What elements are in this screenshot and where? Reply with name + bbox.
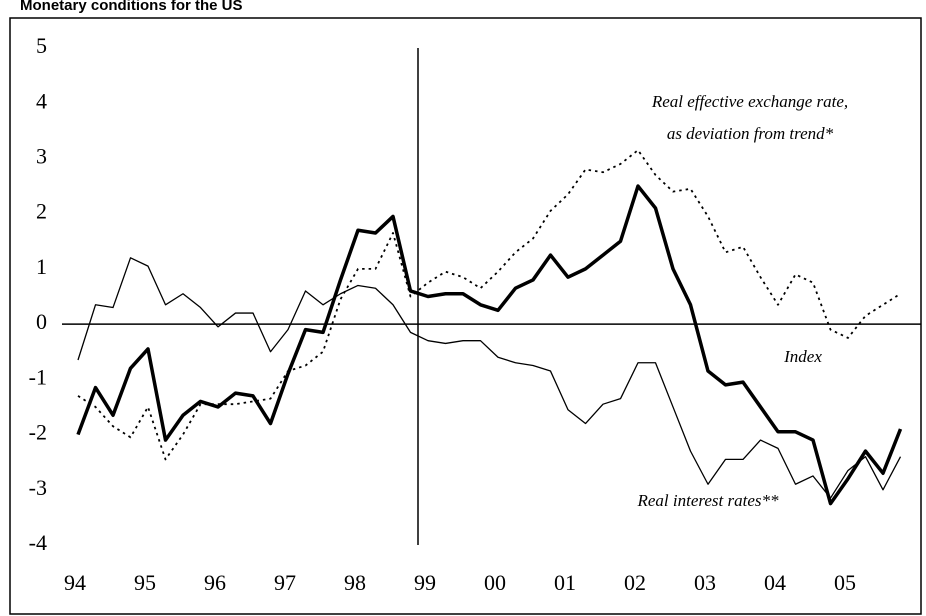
- series-line: [76, 184, 903, 506]
- x-tick-label: 03: [694, 570, 716, 595]
- y-tick-label: 5: [36, 33, 47, 58]
- x-tick-label: 98: [344, 570, 366, 595]
- x-tick-label: 97: [274, 570, 296, 595]
- y-tick-label: 0: [36, 309, 47, 334]
- frame: [9, 17, 922, 615]
- y-tick-label: 2: [36, 199, 47, 224]
- y-tick-label: -4: [29, 530, 47, 555]
- annotation: Index: [783, 347, 822, 366]
- y-tick-label: 3: [36, 143, 47, 168]
- y-tick-label: -3: [29, 475, 47, 500]
- annotation: Real effective exchange rate,: [651, 92, 848, 111]
- x-tick-label: 99: [414, 570, 436, 595]
- x-tick-label: 95: [134, 570, 156, 595]
- x-tick-label: 01: [554, 570, 576, 595]
- y-tick-label: 1: [36, 254, 47, 279]
- chart-title: Monetary conditions for the US: [20, 0, 243, 14]
- series-line: [77, 149, 901, 461]
- series-line: [77, 257, 902, 499]
- x-tick-label: 94: [64, 570, 86, 595]
- x-tick-label: 02: [624, 570, 646, 595]
- y-tick-label: -2: [29, 420, 47, 445]
- y-tick-label: -1: [29, 364, 47, 389]
- x-tick-label: 96: [204, 570, 226, 595]
- x-tick-label: 04: [764, 570, 786, 595]
- x-tick-label: 05: [834, 570, 856, 595]
- y-tick-label: 4: [36, 88, 47, 113]
- x-tick-label: 00: [484, 570, 506, 595]
- annotation: Real interest rates**: [636, 491, 779, 510]
- annotation: as deviation from trend*: [667, 124, 834, 143]
